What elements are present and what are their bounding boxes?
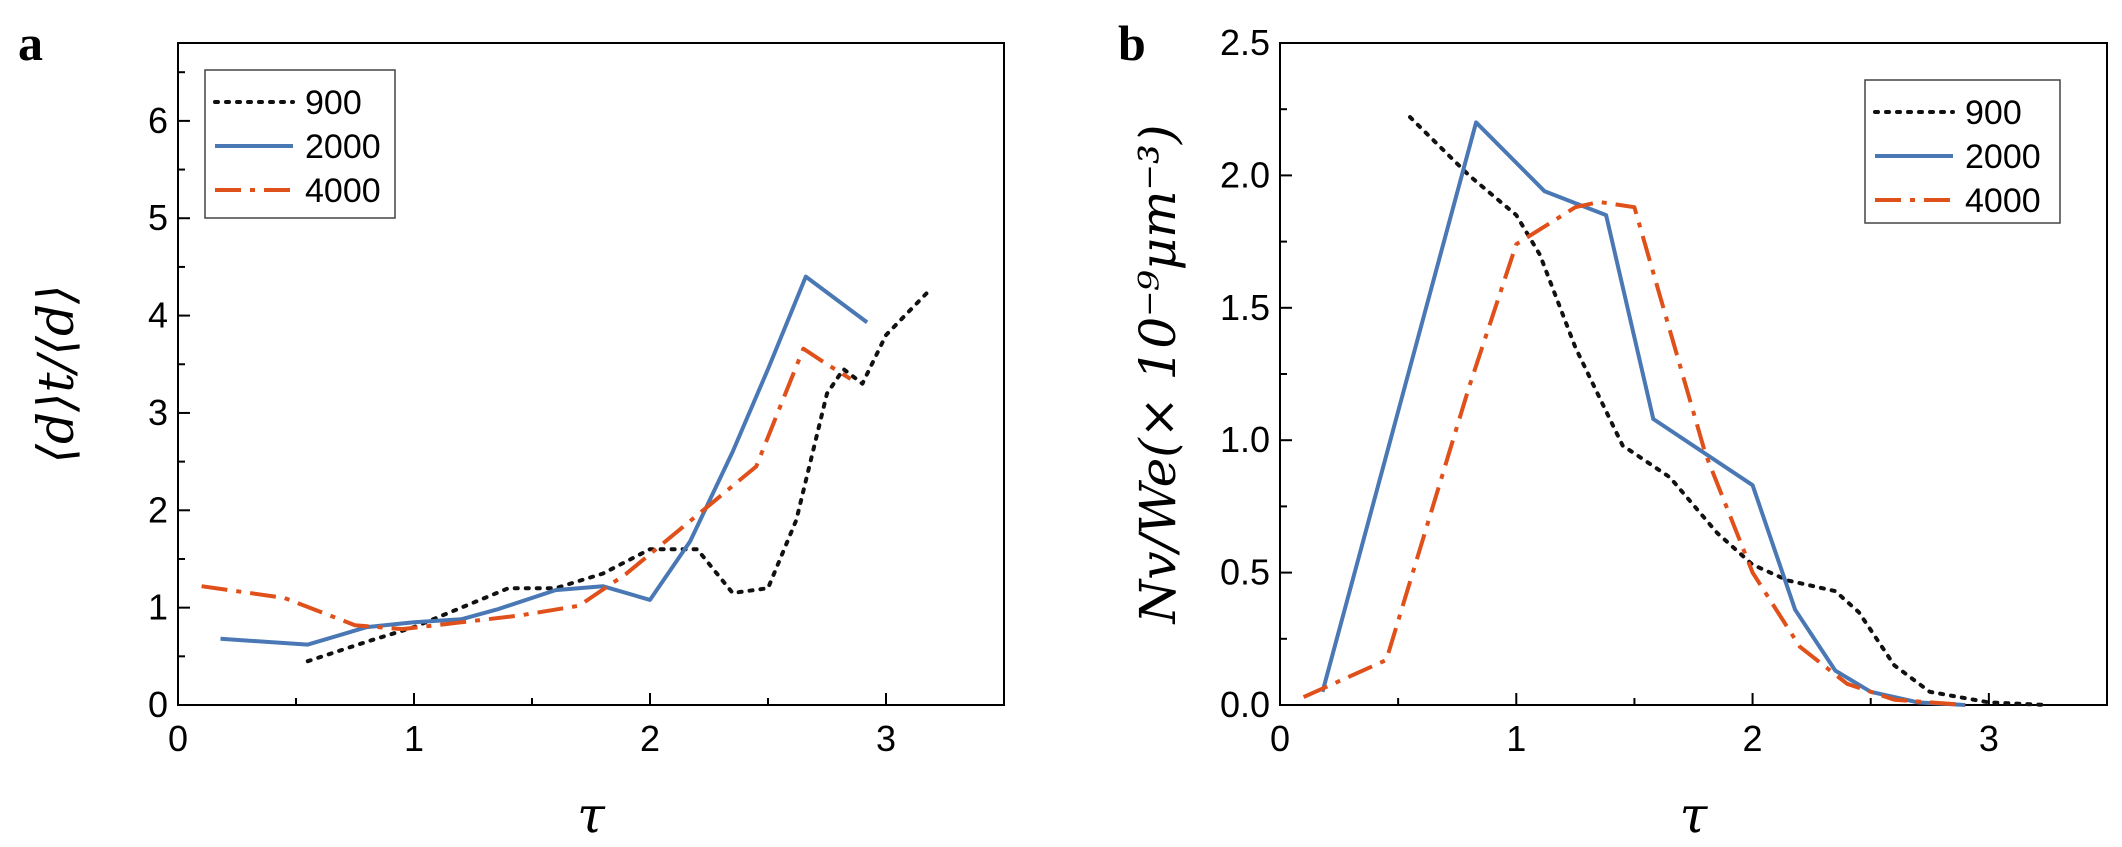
y-tick-label: 2.0: [1220, 154, 1270, 195]
y-tick-label: 2.5: [1220, 22, 1270, 63]
legend: 900 2000 4000: [204, 69, 396, 219]
panel-letter: b: [1118, 15, 1146, 71]
series-line-900: [305, 289, 931, 664]
x-tick-label: 3: [1979, 718, 1999, 759]
series-line-4000: [1302, 199, 1966, 707]
legend-label-900: 900: [305, 84, 362, 122]
x-tick-label: 0: [168, 718, 188, 759]
y-tick-label: 6: [148, 100, 168, 141]
y-tick-label: 1.5: [1220, 287, 1270, 328]
panel-b: 0.0 0.5 1.0 1.5 2.0 2.5 0 1 2 3 τ Nv/We(× 10⁻⁹μm⁻³)…: [1118, 15, 2108, 844]
x-tick-label: 3: [876, 718, 896, 759]
y-tick-label: 0.5: [1220, 552, 1270, 593]
y-tick-label: 3: [148, 392, 168, 433]
y-axis-title: Nv/We(× 10⁻⁹μm⁻³): [1129, 125, 1187, 625]
x-tick-label: 2: [640, 718, 660, 759]
plot-frame: [177, 42, 1005, 706]
y-tick-label: 1: [148, 587, 168, 628]
panel-a: 0 1 2 3 4 5 6 0 1 2 3 τ ⟨d⟩t/⟨d⟩ a 900 2000 4000: [18, 15, 1005, 844]
legend: 900 2000 4000: [1864, 79, 2061, 224]
y-tick-label: 1.0: [1220, 419, 1270, 460]
y-tick-label: 0: [148, 684, 168, 725]
legend-label-2000: 2000: [1965, 138, 2041, 176]
series-line-4000: [201, 346, 852, 632]
legend-label-4000: 4000: [305, 172, 381, 210]
x-tick-label: 2: [1743, 718, 1763, 759]
x-axis-title: τ: [1680, 786, 1709, 844]
x-tick-label: 1: [404, 718, 424, 759]
y-tick-label: 0.0: [1220, 684, 1270, 725]
y-tick-label: 4: [148, 295, 168, 336]
legend-label-2000: 2000: [305, 128, 381, 166]
y-tick-label: 5: [148, 197, 168, 238]
panel-letter: a: [18, 15, 43, 71]
legend-label-900: 900: [1965, 94, 2022, 132]
y-axis-title: ⟨d⟩t/⟨d⟩: [27, 285, 85, 464]
y-tick-label: 2: [148, 489, 168, 530]
x-tick-label: 0: [1270, 718, 1290, 759]
legend-label-4000: 4000: [1965, 182, 2041, 220]
x-tick-label: 1: [1506, 718, 1526, 759]
series-line-2000: [220, 274, 869, 647]
x-axis-title: τ: [577, 786, 606, 844]
